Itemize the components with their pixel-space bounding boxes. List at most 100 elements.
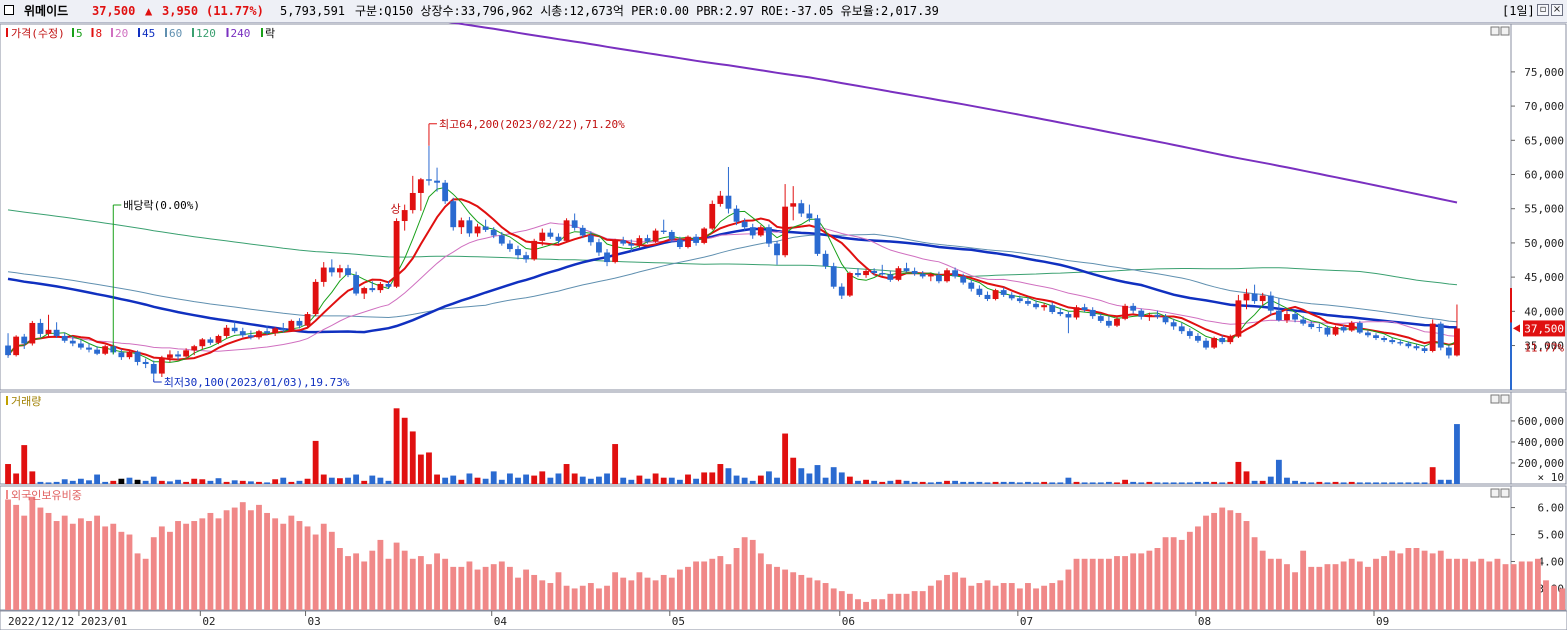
- foreign-bar: [1000, 583, 1007, 610]
- foreign-bar: [61, 515, 68, 610]
- foreign-bar: [1405, 548, 1412, 610]
- candle: [1114, 318, 1120, 326]
- candle: [984, 294, 991, 300]
- ma-legend-label: 120: [196, 27, 216, 40]
- candle: [733, 208, 740, 222]
- foreign-bar: [579, 585, 586, 610]
- foreign-bar: [442, 558, 449, 610]
- volume-bar: [596, 476, 602, 484]
- volume-bar: [1025, 481, 1031, 484]
- foreign-bar: [806, 577, 813, 610]
- volume-bar: [1364, 482, 1371, 484]
- candle: [871, 270, 878, 274]
- candle: [652, 230, 659, 242]
- foreign-bar: [741, 537, 748, 610]
- foreign-bar: [1316, 566, 1323, 610]
- volume-panel-minimize-icon[interactable]: [1490, 394, 1500, 404]
- foreign-bar: [1089, 558, 1096, 610]
- foreign-bar: [846, 593, 853, 610]
- volume-bar: [1389, 482, 1396, 484]
- upper-limit-marker: 상: [391, 202, 401, 215]
- candle: [1413, 346, 1420, 349]
- volume-bar: [1437, 479, 1444, 484]
- candle: [1300, 319, 1307, 324]
- date-tick-label: 2023/01: [81, 615, 127, 628]
- foreign-bar: [21, 515, 28, 610]
- candle: [1130, 305, 1137, 311]
- foreign-bar: [612, 572, 619, 610]
- candle: [328, 267, 335, 273]
- price-tick-label: 35,000: [1524, 340, 1564, 353]
- foreign-bar: [652, 580, 659, 610]
- volume-bar: [134, 479, 141, 484]
- volume-bar: [474, 477, 481, 484]
- candle: [320, 267, 327, 282]
- price-panel-maximize-icon[interactable]: [1500, 26, 1510, 36]
- foreign-bar: [1462, 558, 1468, 610]
- foreign-bar: [1114, 556, 1120, 610]
- foreign-bar: [1437, 550, 1444, 610]
- foreign-panel-maximize-icon[interactable]: [1500, 488, 1510, 498]
- volume-bar: [1227, 481, 1234, 484]
- foreign-panel-minimize-icon[interactable]: [1490, 488, 1500, 498]
- volume-bar: [1316, 481, 1323, 484]
- volume-bar: [838, 472, 845, 484]
- foreign-bar: [280, 523, 287, 610]
- candle: [1324, 327, 1331, 335]
- volume-bar: [337, 478, 343, 484]
- foreign-bar: [1494, 558, 1501, 610]
- foreign-bar: [1049, 583, 1056, 610]
- volume-bar: [320, 474, 327, 484]
- foreign-bar: [223, 510, 230, 610]
- ma-legend-label: 8: [96, 27, 103, 40]
- candle: [539, 232, 546, 241]
- foreign-bar: [1105, 558, 1112, 610]
- stock-info: 구분:Q150 상장수:33,796,962 시총:12,673억 PER:0.…: [355, 4, 939, 18]
- restore-icon[interactable]: ▫: [1537, 4, 1549, 16]
- foreign-bar: [272, 518, 279, 610]
- foreign-bar: [434, 553, 440, 610]
- candle: [442, 182, 449, 202]
- foreign-bar: [668, 577, 675, 610]
- last-change-label: 11.77%: [1524, 341, 1564, 354]
- candle: [1016, 298, 1023, 302]
- foreign-bar: [328, 531, 335, 610]
- volume-panel-axis: [1510, 391, 1567, 485]
- price-tick-label: 65,000: [1524, 134, 1564, 147]
- candle: [1138, 310, 1145, 317]
- volume-bar: [1089, 482, 1096, 484]
- volume-bar: [531, 475, 538, 484]
- foreign-bar: [1332, 564, 1339, 610]
- volume-bar: [1195, 481, 1201, 484]
- price-legend-marker: [6, 28, 8, 37]
- foreign-bar: [69, 523, 76, 610]
- volume-bar: [822, 477, 829, 484]
- candle: [1405, 343, 1412, 347]
- price-change-pct: (11.77%): [206, 4, 264, 18]
- candle: [37, 322, 44, 334]
- candle: [636, 238, 643, 246]
- volume-bar: [1308, 482, 1315, 484]
- volume-bar: [498, 479, 505, 484]
- volume-bar: [749, 480, 756, 484]
- foreign-bar: [1251, 537, 1258, 610]
- volume-panel-maximize-icon[interactable]: [1500, 394, 1510, 404]
- volume-bar: [563, 464, 570, 484]
- foreign-tick-label: 4.00: [1538, 555, 1565, 568]
- foreign-bar: [1389, 550, 1396, 610]
- candle: [86, 347, 92, 350]
- candle: [474, 226, 481, 234]
- foreign-bar: [474, 569, 481, 610]
- volume-bar: [741, 477, 748, 484]
- price-panel-minimize-icon[interactable]: [1490, 26, 1500, 36]
- volume-bar: [1122, 479, 1128, 484]
- ma-45-line: [7, 227, 1458, 334]
- candle: [1065, 314, 1072, 318]
- close-icon[interactable]: ×: [1551, 4, 1563, 16]
- volume-bar: [539, 471, 546, 484]
- price-tick-label: 70,000: [1524, 100, 1564, 113]
- volume-bar: [806, 473, 813, 484]
- foreign-bar: [1081, 558, 1088, 610]
- period-selector[interactable]: [1일]: [1502, 4, 1535, 18]
- select-checkbox[interactable]: [4, 5, 14, 15]
